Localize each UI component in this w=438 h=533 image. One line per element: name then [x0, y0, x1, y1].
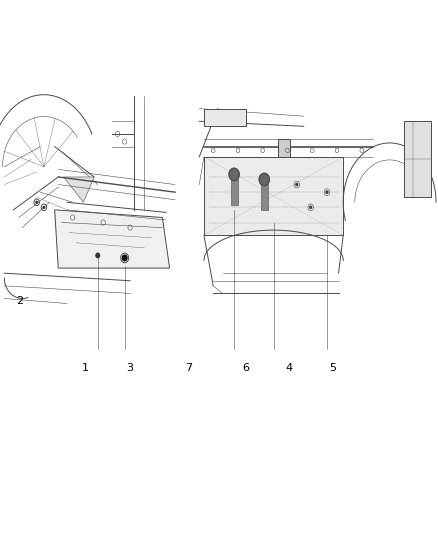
Bar [204, 109, 246, 126]
Circle shape [296, 183, 298, 185]
Text: 1: 1 [82, 363, 89, 373]
Circle shape [43, 206, 45, 208]
Text: 3: 3 [126, 363, 133, 373]
Text: 6: 6 [242, 363, 249, 373]
Polygon shape [204, 157, 343, 235]
Text: 7: 7 [185, 363, 192, 373]
Text: 4: 4 [286, 363, 293, 373]
Bar [261, 180, 268, 210]
Text: 2: 2 [16, 296, 23, 306]
Circle shape [310, 206, 312, 208]
Circle shape [96, 253, 99, 257]
Bar [278, 139, 290, 157]
Bar [403, 122, 431, 197]
Polygon shape [64, 177, 94, 203]
Circle shape [122, 255, 127, 261]
Circle shape [229, 168, 239, 181]
Bar [231, 174, 237, 205]
Circle shape [326, 191, 328, 193]
Circle shape [259, 173, 269, 185]
Circle shape [36, 201, 37, 203]
Text: 5: 5 [329, 363, 336, 373]
Polygon shape [55, 210, 170, 268]
